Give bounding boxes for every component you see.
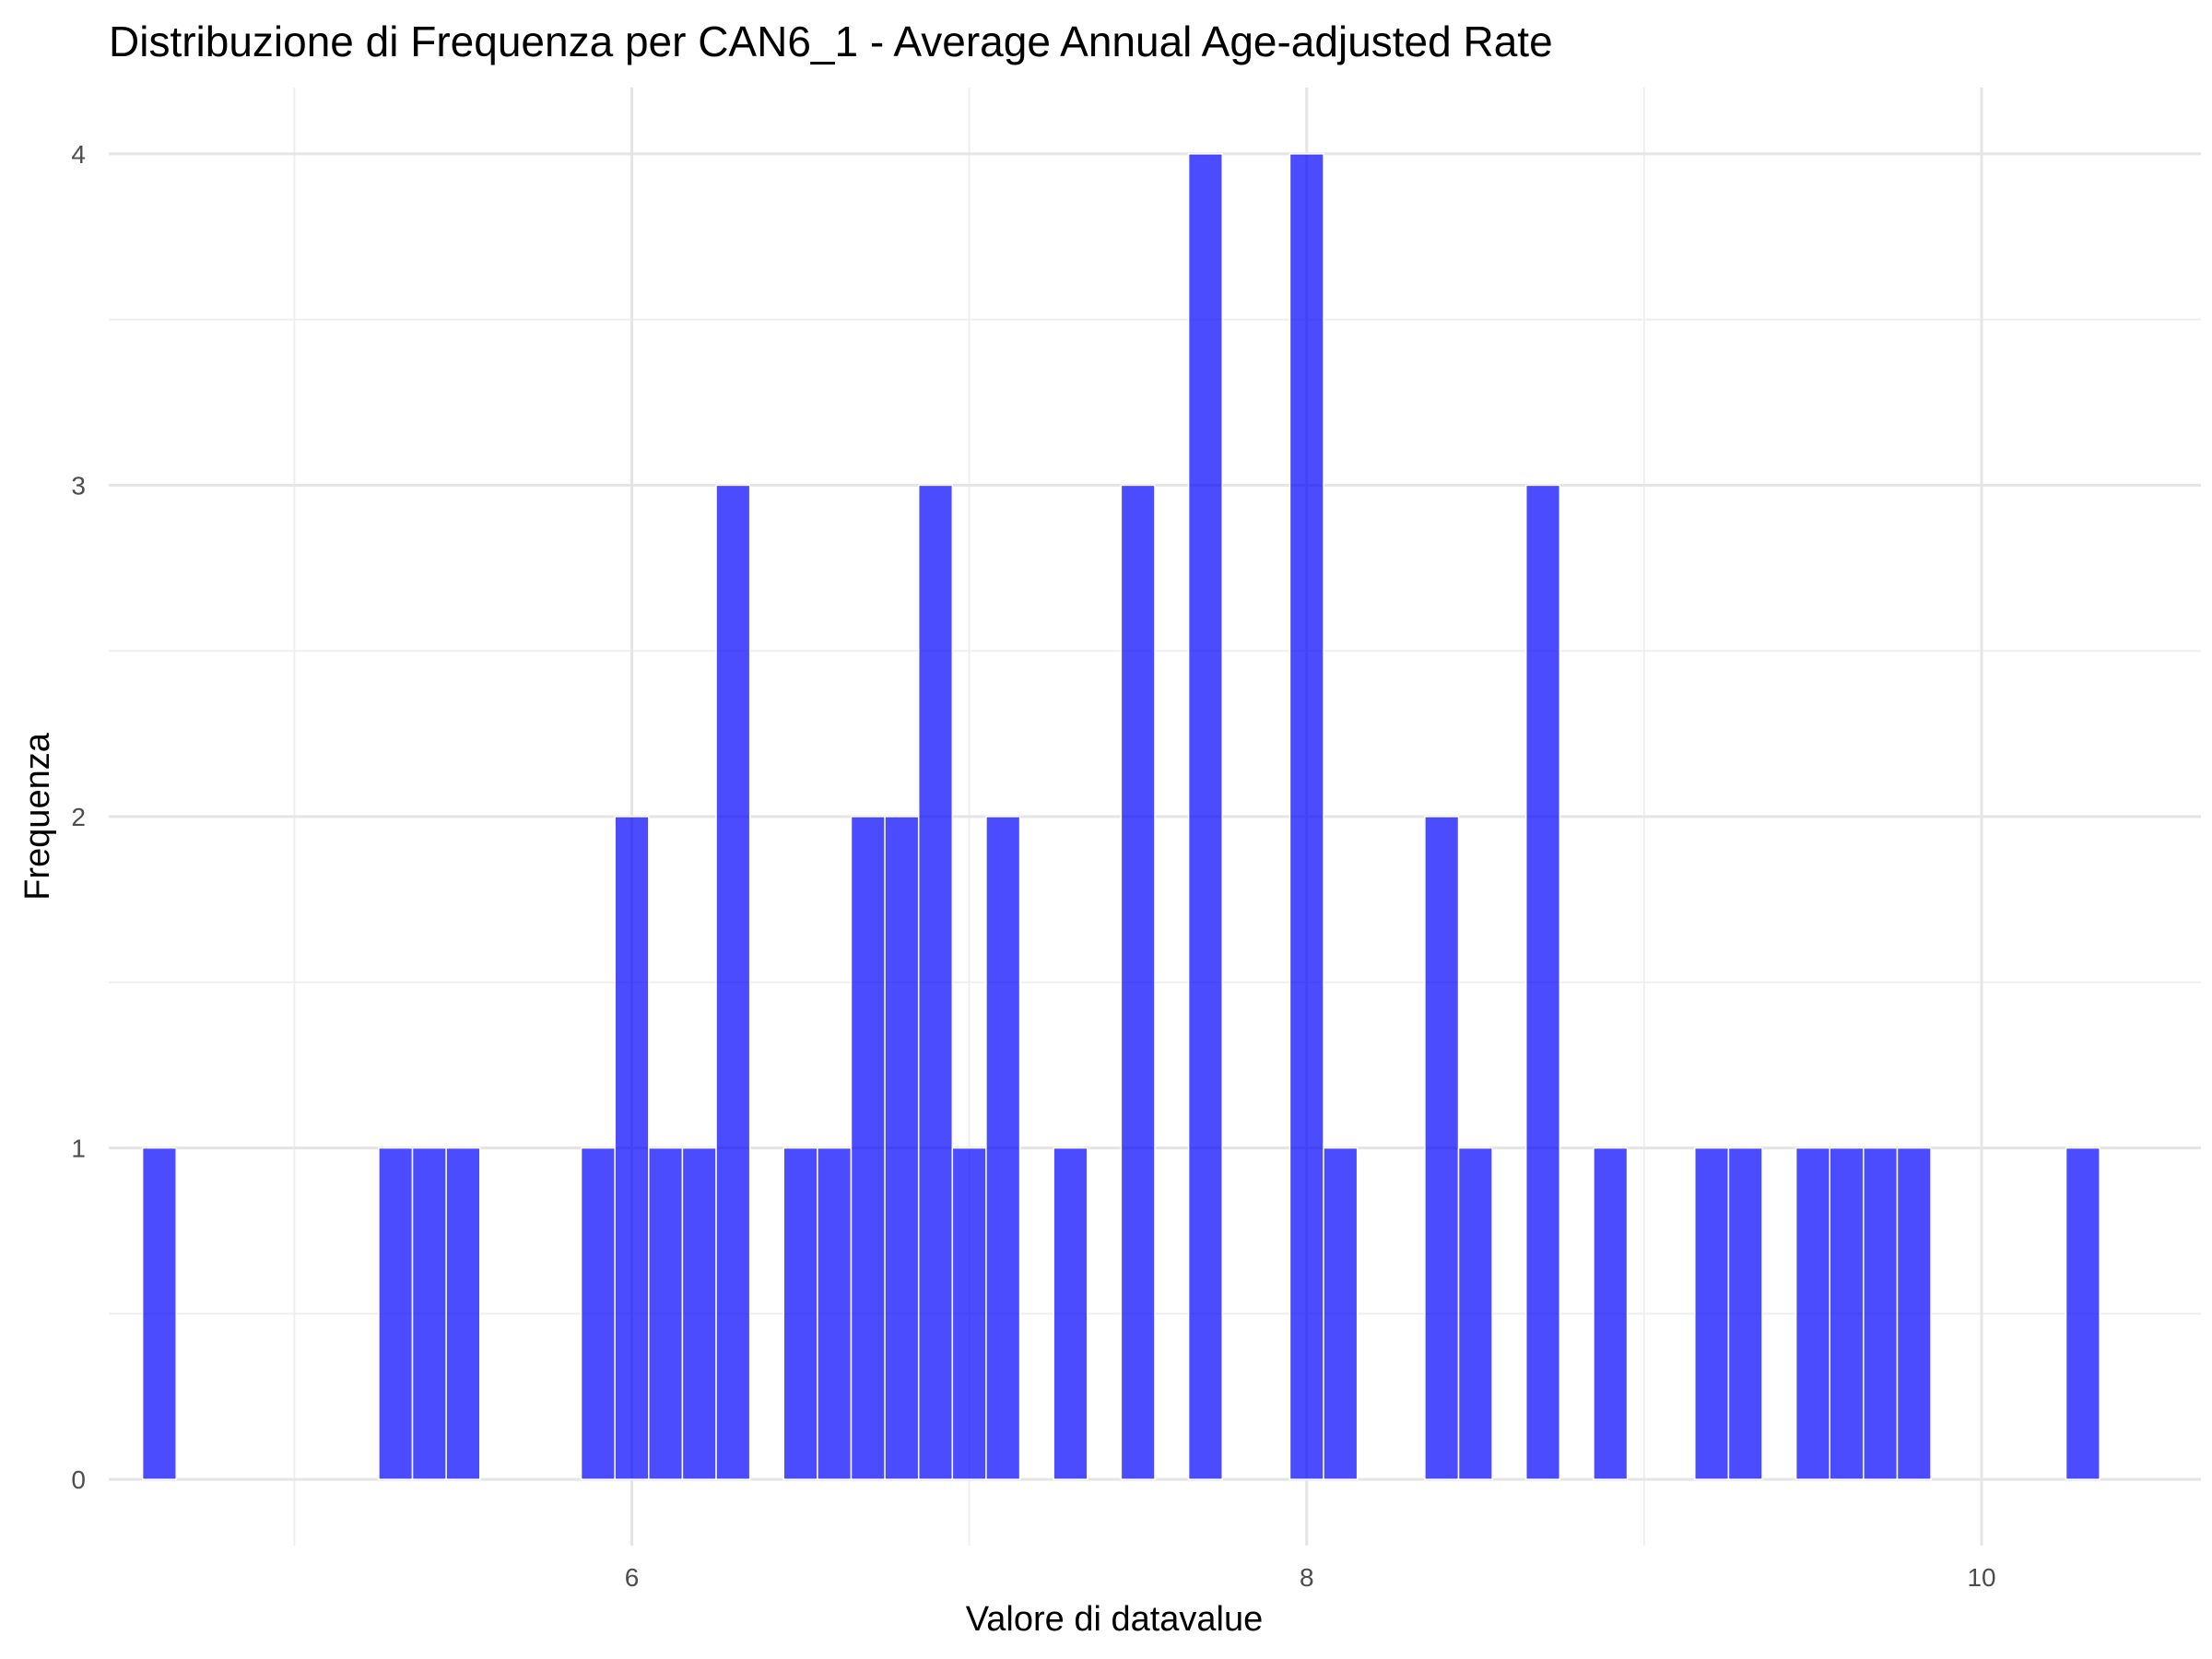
- y-tick-label: 3: [71, 471, 86, 500]
- histogram-bar: [1727, 1147, 1763, 1480]
- x-tick-label: 10: [1967, 1563, 1995, 1592]
- histogram-bar: [884, 816, 920, 1480]
- y-tick-label: 0: [71, 1465, 86, 1494]
- histogram-bar: [2065, 1147, 2100, 1480]
- histogram-bar: [614, 816, 650, 1480]
- y-tick-label: 1: [71, 1135, 86, 1163]
- y-axis-title: Frequenza: [18, 732, 57, 900]
- x-axis-ticks: 6 8 10: [625, 1563, 1996, 1592]
- histogram-bar: [985, 816, 1021, 1480]
- y-tick-label: 2: [71, 803, 86, 831]
- histogram-bar: [1424, 816, 1460, 1480]
- histogram-bar: [681, 1147, 717, 1480]
- x-tick-label: 6: [625, 1563, 640, 1592]
- bar-series: [141, 153, 2100, 1480]
- histogram-bar: [1524, 484, 1561, 1480]
- histogram-bar: [445, 1147, 481, 1480]
- histogram-bar: [782, 1147, 818, 1480]
- histogram-bar: [715, 484, 751, 1480]
- histogram-bar: [817, 1147, 853, 1480]
- histogram-bar: [1120, 484, 1156, 1480]
- y-axis-ticks: 0 1 2 3 4: [71, 140, 86, 1494]
- y-tick-label: 4: [71, 140, 86, 169]
- chart-title: Distribuzione di Frequenza per CAN6_1 - …: [109, 18, 1553, 65]
- x-axis-title: Valore di datavalue: [966, 1600, 1264, 1639]
- histogram-bar: [141, 1147, 177, 1480]
- histogram-bar: [951, 1147, 987, 1480]
- histogram-bar: [411, 1147, 447, 1480]
- histogram-bar: [580, 1147, 616, 1480]
- histogram-bar: [1896, 1147, 1932, 1480]
- histogram-bar: [1863, 1147, 1899, 1480]
- histogram-bar: [1323, 1147, 1359, 1480]
- histogram-bar: [648, 1147, 684, 1480]
- histogram-bar: [850, 816, 886, 1480]
- histogram-bar: [917, 484, 954, 1480]
- histogram-bar: [1288, 153, 1324, 1480]
- histogram-bar: [1593, 1147, 1629, 1480]
- histogram-bar: [1053, 1147, 1088, 1480]
- histogram-bar: [1187, 153, 1223, 1480]
- histogram-bar: [1457, 1147, 1493, 1480]
- histogram-bar: [1829, 1147, 1865, 1480]
- histogram-bar: [378, 1147, 414, 1480]
- x-tick-label: 8: [1300, 1563, 1314, 1592]
- histogram-bar: [1694, 1147, 1730, 1480]
- histogram-bar: [1794, 1147, 1831, 1480]
